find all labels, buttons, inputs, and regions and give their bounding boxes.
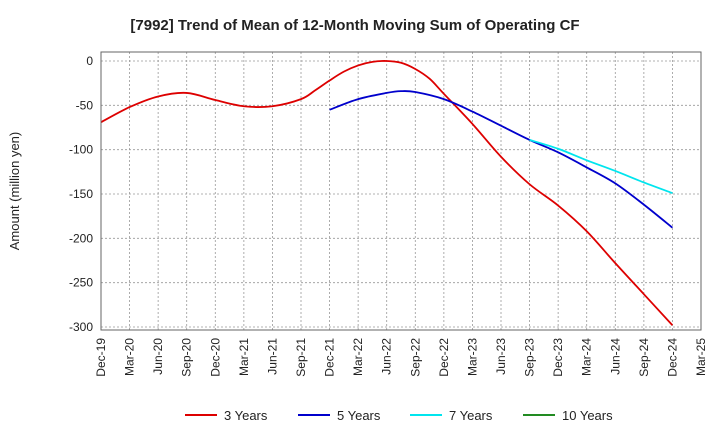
x-tick-label: Jun-22 <box>380 338 394 375</box>
chart-title: [7992] Trend of Mean of 12-Month Moving … <box>130 17 579 34</box>
y-tick-label: -200 <box>69 231 93 245</box>
series-line-3-years <box>100 60 674 326</box>
y-tick-label: 0 <box>86 54 93 68</box>
legend-label-10-years: 10 Years <box>562 408 613 423</box>
x-tick-label: Jun-20 <box>151 338 165 375</box>
legend-label-5-years: 5 Years <box>337 408 381 423</box>
x-tick-label: Jun-21 <box>265 338 279 375</box>
legend: 3 Years 5 Years 7 Years 10 Years <box>185 408 613 423</box>
x-tick-label: Dec-21 <box>323 338 337 377</box>
x-tick-label: Dec-24 <box>665 338 679 377</box>
x-tick-label: Dec-22 <box>437 338 451 377</box>
series-lines <box>100 60 674 326</box>
plot-frame <box>100 51 702 331</box>
x-tick-label: Mar-24 <box>580 338 594 376</box>
x-tick-label: Sep-24 <box>637 338 651 377</box>
y-tick-label: -150 <box>69 187 93 201</box>
y-axis-ticks: 0 -50 -100 -150 -200 -250 -300 <box>69 54 93 334</box>
x-tick-label: Sep-21 <box>294 338 308 377</box>
series-line-7-years <box>529 139 673 194</box>
x-tick-label: Dec-19 <box>94 338 108 377</box>
x-tick-label: Mar-22 <box>351 338 365 376</box>
y-axis-label: Amount (million yen) <box>7 132 22 251</box>
legend-label-3-years: 3 Years <box>224 408 268 423</box>
x-tick-label: Mar-21 <box>237 338 251 376</box>
x-tick-label: Jun-24 <box>608 338 622 375</box>
grid <box>101 52 701 330</box>
legend-label-7-years: 7 Years <box>449 408 493 423</box>
x-tick-label: Sep-23 <box>523 338 537 377</box>
x-tick-label: Mar-25 <box>694 338 708 376</box>
x-tick-label: Sep-22 <box>408 338 422 377</box>
x-tick-label: Sep-20 <box>180 338 194 377</box>
y-tick-label: -50 <box>76 98 94 112</box>
x-tick-label: Mar-23 <box>465 338 479 376</box>
y-tick-label: -250 <box>69 276 93 290</box>
series-line-5-years <box>329 90 673 229</box>
x-tick-label: Dec-23 <box>551 338 565 377</box>
y-tick-label: -300 <box>69 320 93 334</box>
x-tick-label: Jun-23 <box>494 338 508 375</box>
y-tick-label: -100 <box>69 143 93 157</box>
x-tick-label: Mar-20 <box>123 338 137 376</box>
x-tick-label: Dec-20 <box>208 338 222 377</box>
x-axis-ticks: Dec-19 Mar-20 Jun-20 Sep-20 Dec-20 Mar-21 Jun-… <box>94 338 708 377</box>
